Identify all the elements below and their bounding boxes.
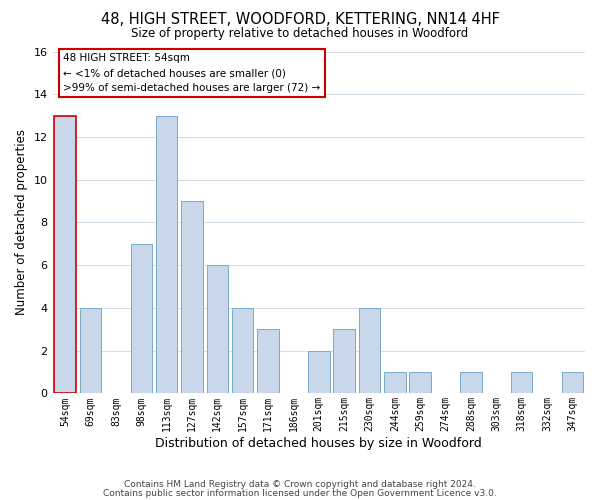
- X-axis label: Distribution of detached houses by size in Woodford: Distribution of detached houses by size …: [155, 437, 482, 450]
- Bar: [384, 372, 406, 394]
- Bar: [334, 330, 355, 394]
- Bar: [460, 372, 482, 394]
- Text: 48 HIGH STREET: 54sqm
← <1% of detached houses are smaller (0)
>99% of semi-deta: 48 HIGH STREET: 54sqm ← <1% of detached …: [63, 53, 320, 93]
- Bar: [308, 350, 329, 394]
- Bar: [511, 372, 532, 394]
- Text: Size of property relative to detached houses in Woodford: Size of property relative to detached ho…: [131, 28, 469, 40]
- Y-axis label: Number of detached properties: Number of detached properties: [15, 130, 28, 316]
- Bar: [80, 308, 101, 394]
- Bar: [359, 308, 380, 394]
- Bar: [206, 265, 228, 394]
- Bar: [232, 308, 253, 394]
- Bar: [409, 372, 431, 394]
- Text: Contains HM Land Registry data © Crown copyright and database right 2024.: Contains HM Land Registry data © Crown c…: [124, 480, 476, 489]
- Bar: [562, 372, 583, 394]
- Bar: [181, 201, 203, 394]
- Text: Contains public sector information licensed under the Open Government Licence v3: Contains public sector information licen…: [103, 488, 497, 498]
- Bar: [257, 330, 279, 394]
- Bar: [131, 244, 152, 394]
- Bar: [156, 116, 178, 394]
- Bar: [55, 116, 76, 394]
- Text: 48, HIGH STREET, WOODFORD, KETTERING, NN14 4HF: 48, HIGH STREET, WOODFORD, KETTERING, NN…: [101, 12, 499, 28]
